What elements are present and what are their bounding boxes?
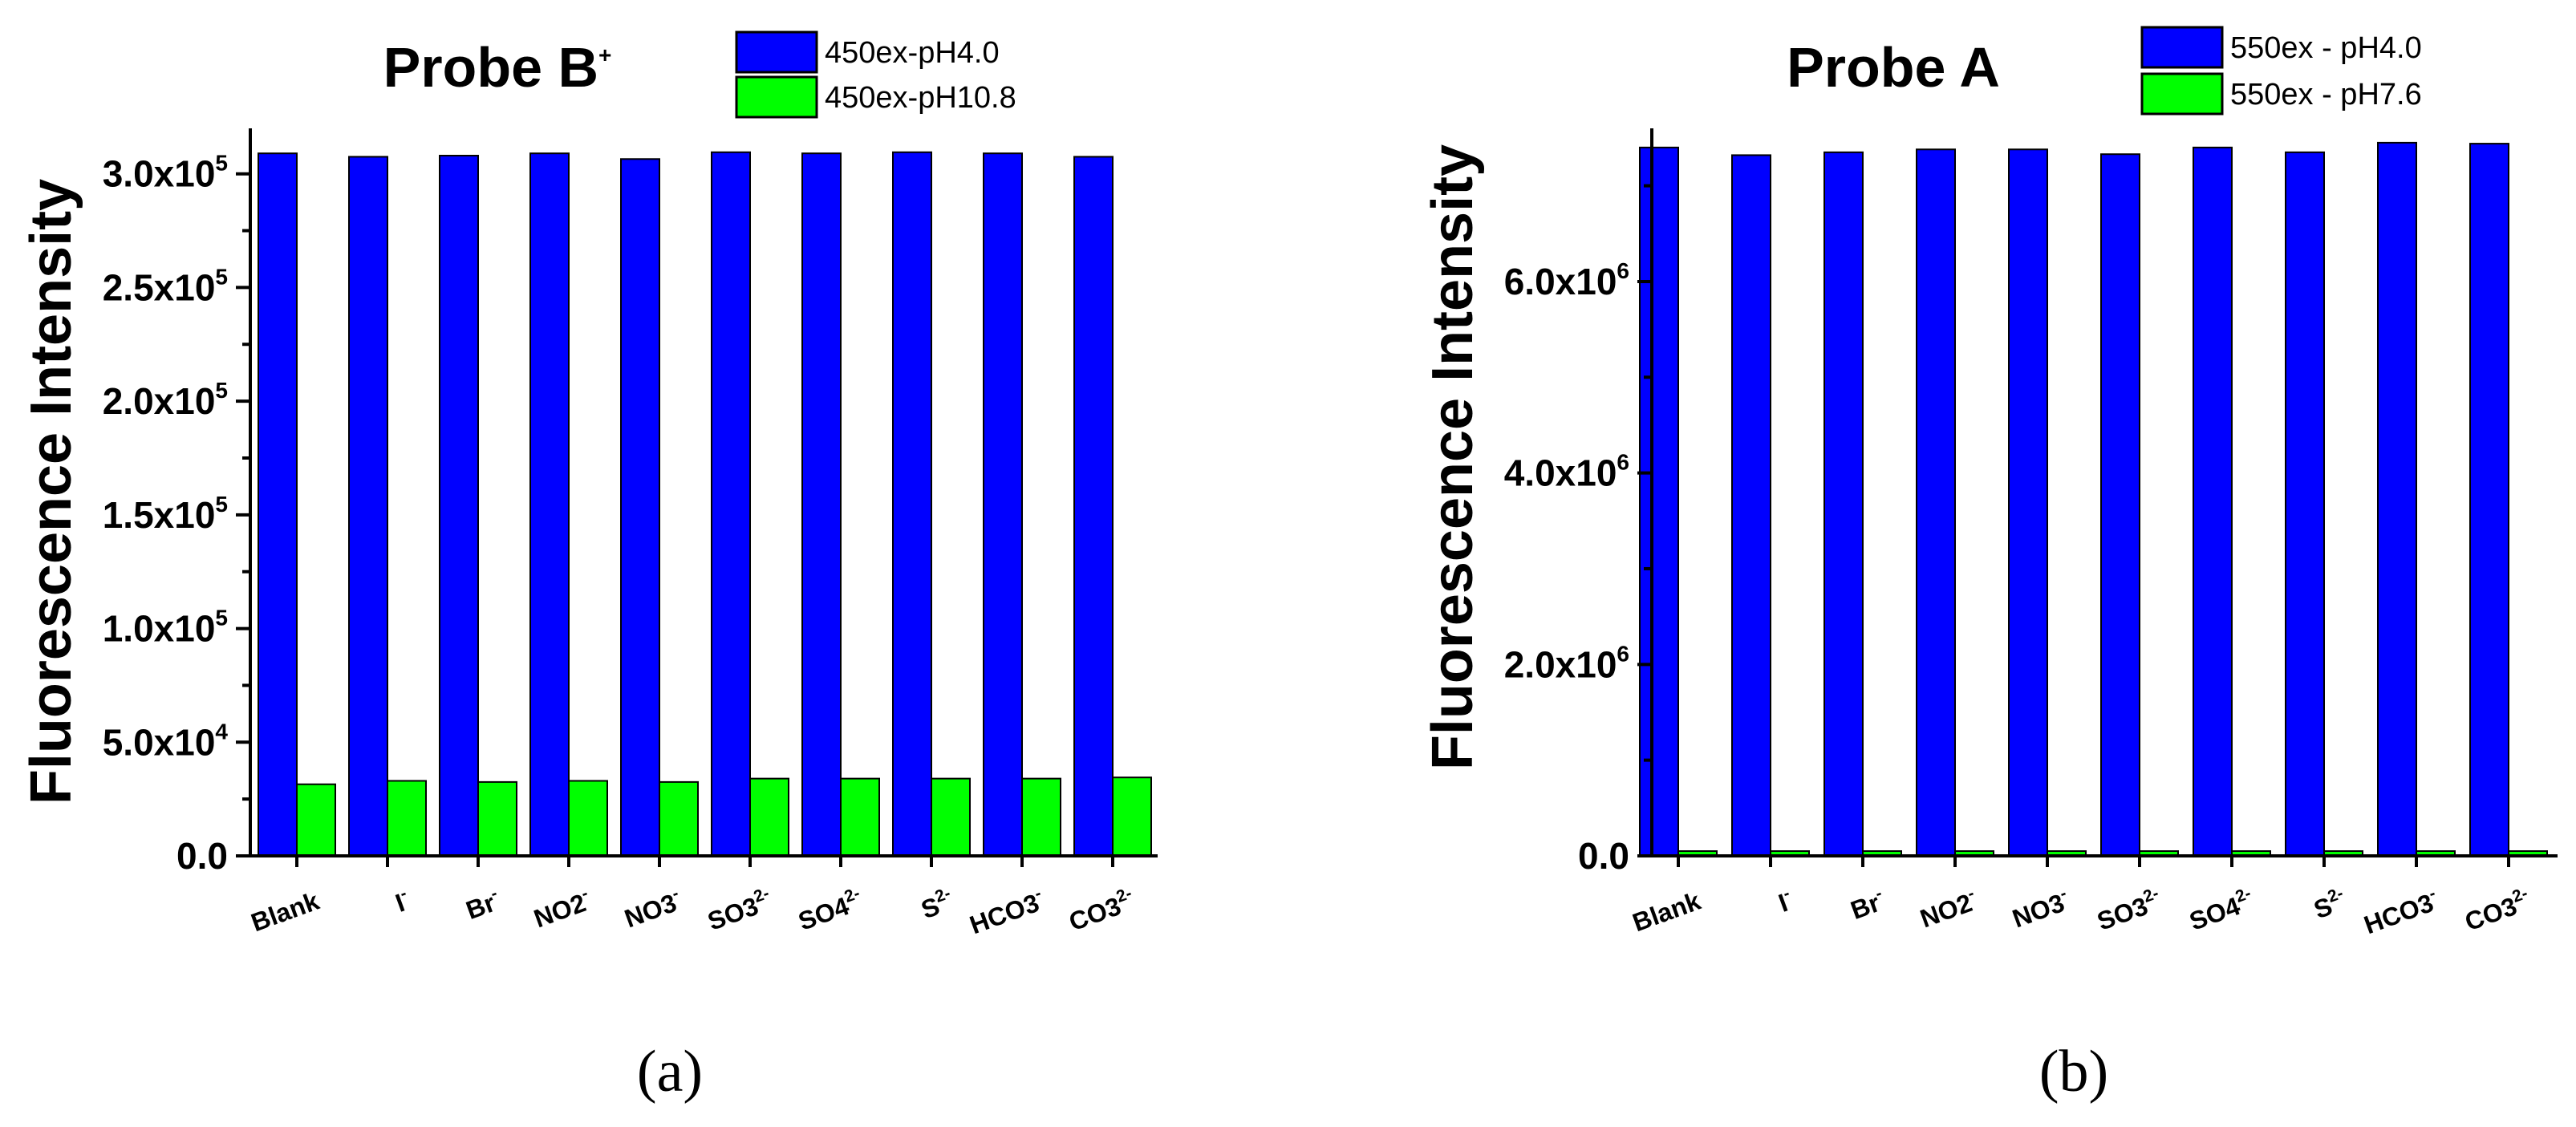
- bar-blue: [1639, 146, 1679, 857]
- y-tick-label: 1.0x105: [103, 606, 228, 650]
- legend-swatch: [735, 30, 818, 74]
- bar-blue: [892, 151, 932, 857]
- legend-label: 550ex - pH4.0: [2230, 31, 2422, 65]
- legend-swatch: [735, 75, 818, 119]
- bar-blue: [2469, 143, 2509, 857]
- x-tick-label: S2-: [916, 884, 957, 924]
- bar-green: [296, 783, 336, 857]
- y-axis-label: Fluorescence Intensity: [19, 179, 83, 805]
- panel-label: (a): [637, 1039, 703, 1105]
- legend-label: 550ex - pH7.6: [2230, 78, 2422, 111]
- x-tick-label: NO3-: [620, 884, 686, 934]
- x-tick-label: I-: [391, 884, 413, 918]
- bar-blue: [1073, 156, 1114, 857]
- x-tick-label: SO42-: [793, 884, 866, 936]
- chart-title: Probe A: [1787, 36, 2000, 99]
- bar-blue: [2377, 141, 2417, 857]
- bar-green: [387, 780, 427, 857]
- bar-blue: [983, 152, 1023, 857]
- bar-blue: [801, 152, 842, 857]
- bar-blue: [439, 155, 479, 857]
- x-tick-label: CO32-: [2460, 884, 2535, 937]
- bar-green: [659, 780, 699, 857]
- bar-blue: [1731, 154, 1771, 857]
- y-tick-label: 2.0x105: [103, 378, 228, 422]
- bar-green: [931, 777, 971, 857]
- legend-swatch: [2140, 72, 2224, 116]
- x-tick-label: NO2-: [529, 884, 595, 934]
- y-tick-label: 3.0x105: [103, 151, 228, 195]
- bar-blue: [348, 156, 388, 857]
- y-axis-label: Fluorescence Intensity: [1421, 144, 1485, 770]
- y-tick-label: 0.0: [1578, 835, 1629, 877]
- bar-blue: [529, 152, 570, 857]
- legend-swatch: [2140, 26, 2224, 69]
- y-tick-label: 1.5x105: [103, 492, 228, 536]
- chart-title: Probe B+: [383, 36, 612, 99]
- x-tick-label: Br-: [461, 884, 504, 925]
- bar-blue: [2100, 153, 2140, 857]
- x-tick-label: HCO3-: [965, 884, 1048, 939]
- chart-panel-b: Probe A Fluorescence Intensity 0.0 2.0x106 4…: [1421, 26, 2558, 1105]
- legend-label: 450ex-pH4.0: [825, 36, 1000, 70]
- bar-blue: [1823, 151, 1864, 857]
- bar-green: [1021, 777, 1061, 857]
- x-tick-label: I-: [1774, 884, 1796, 918]
- bar-blue: [2285, 151, 2325, 857]
- legend-label: 450ex-pH10.8: [825, 81, 1016, 115]
- x-tick-label: Blank: [247, 886, 323, 938]
- x-tick-label: NO3-: [2008, 884, 2074, 934]
- y-tick-label: 6.0x106: [1504, 258, 1629, 302]
- bar-green: [568, 780, 608, 857]
- y-tick-label: 4.0x106: [1504, 450, 1629, 494]
- y-tick-label: 5.0x104: [103, 719, 229, 763]
- panel-label: (b): [2039, 1039, 2108, 1105]
- y-tick-label: 2.0x106: [1504, 641, 1629, 685]
- bar-blue: [620, 158, 660, 857]
- bar-blue: [711, 151, 751, 857]
- bar-green: [477, 780, 517, 857]
- x-tick-label: S2-: [2309, 884, 2350, 924]
- x-tick-label: SO32-: [2092, 884, 2165, 936]
- y-tick-label: 2.5x105: [103, 264, 228, 308]
- x-tick-label: Blank: [1629, 886, 1704, 938]
- bar-blue: [2193, 146, 2233, 857]
- x-tick-label: SO32-: [703, 884, 776, 936]
- chart-panel-a: Probe B+ Fluorescence Intensity 0.0 5.0x104…: [19, 30, 1158, 1105]
- bar-green: [1112, 776, 1152, 857]
- bar-green: [749, 777, 789, 857]
- bar-blue: [1916, 148, 1956, 857]
- x-tick-label: Br-: [1846, 884, 1888, 925]
- bar-green: [840, 777, 880, 857]
- x-tick-label: CO32-: [1065, 884, 1139, 937]
- x-tick-label: HCO3-: [2359, 884, 2442, 939]
- y-tick-label: 0.0: [176, 835, 228, 877]
- x-tick-label: SO42-: [2185, 884, 2258, 936]
- bar-blue: [2008, 148, 2048, 857]
- bar-blue: [258, 152, 298, 857]
- x-tick-label: NO2-: [1916, 884, 1982, 934]
